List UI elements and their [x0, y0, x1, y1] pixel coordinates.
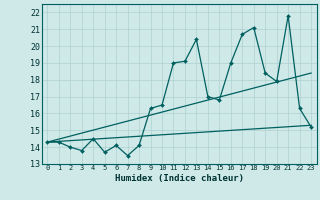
X-axis label: Humidex (Indice chaleur): Humidex (Indice chaleur) [115, 174, 244, 183]
